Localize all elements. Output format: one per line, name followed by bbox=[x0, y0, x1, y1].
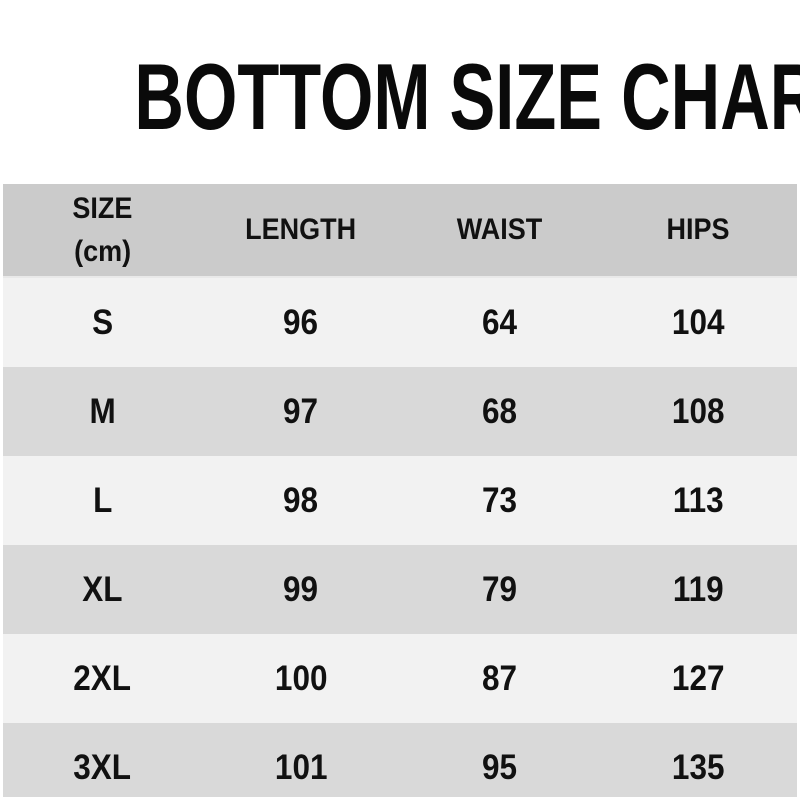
table-header-row: SIZE (cm) LENGTH WAIST HIPS bbox=[3, 184, 797, 278]
size-value: M bbox=[89, 391, 116, 431]
waist-value: 79 bbox=[481, 569, 517, 609]
size-cell: L bbox=[3, 456, 202, 545]
table-row: L 98 73 113 bbox=[3, 456, 797, 545]
waist-cell: 64 bbox=[400, 278, 599, 367]
hips-cell: 135 bbox=[599, 723, 798, 797]
size-value: L bbox=[92, 480, 112, 520]
column-header-size-label: SIZE bbox=[72, 192, 133, 225]
page-title-text: BOTTOM SIZE CHART bbox=[134, 44, 800, 149]
waist-cell: 95 bbox=[400, 723, 599, 797]
waist-value: 73 bbox=[481, 480, 517, 520]
hips-value: 127 bbox=[671, 658, 725, 698]
page-title: BOTTOM SIZE CHART bbox=[0, 44, 800, 149]
size-cell: 3XL bbox=[3, 723, 202, 797]
table-row: S 96 64 104 bbox=[3, 278, 797, 367]
size-value: 3XL bbox=[73, 747, 132, 787]
hips-cell: 127 bbox=[599, 634, 798, 723]
hips-value: 119 bbox=[672, 569, 724, 609]
waist-cell: 87 bbox=[400, 634, 599, 723]
table-row: 2XL 100 87 127 bbox=[3, 634, 797, 723]
column-header-length: LENGTH bbox=[202, 184, 401, 276]
length-value: 100 bbox=[274, 658, 328, 698]
size-value: 2XL bbox=[73, 658, 132, 698]
size-cell: S bbox=[3, 278, 202, 367]
waist-cell: 68 bbox=[400, 367, 599, 456]
table-row: XL 99 79 119 bbox=[3, 545, 797, 634]
length-cell: 99 bbox=[202, 545, 401, 634]
waist-cell: 73 bbox=[400, 456, 599, 545]
length-cell: 97 bbox=[202, 367, 401, 456]
length-cell: 98 bbox=[202, 456, 401, 545]
hips-cell: 119 bbox=[599, 545, 798, 634]
size-cell: XL bbox=[3, 545, 202, 634]
length-value: 97 bbox=[283, 391, 319, 431]
length-cell: 96 bbox=[202, 278, 401, 367]
column-header-hips-label: HIPS bbox=[666, 213, 730, 246]
column-header-size: SIZE (cm) bbox=[3, 184, 202, 276]
hips-cell: 113 bbox=[599, 456, 798, 545]
column-header-length-label: LENGTH bbox=[245, 213, 357, 246]
size-chart-table: SIZE (cm) LENGTH WAIST HIPS S 96 64 104 … bbox=[3, 184, 797, 797]
waist-cell: 79 bbox=[400, 545, 599, 634]
size-cell: M bbox=[3, 367, 202, 456]
length-value: 96 bbox=[283, 302, 319, 342]
length-value: 101 bbox=[274, 747, 328, 787]
column-header-size-unit: (cm) bbox=[73, 235, 131, 268]
table-row: M 97 68 108 bbox=[3, 367, 797, 456]
waist-value: 68 bbox=[481, 391, 517, 431]
hips-value: 135 bbox=[671, 747, 725, 787]
waist-value: 64 bbox=[481, 302, 517, 342]
column-header-waist: WAIST bbox=[400, 184, 599, 276]
hips-cell: 104 bbox=[599, 278, 798, 367]
column-header-waist-label: WAIST bbox=[456, 213, 543, 246]
hips-value: 113 bbox=[672, 480, 724, 520]
hips-value: 104 bbox=[671, 302, 725, 342]
hips-cell: 108 bbox=[599, 367, 798, 456]
length-value: 99 bbox=[283, 569, 319, 609]
length-cell: 101 bbox=[202, 723, 401, 797]
size-cell: 2XL bbox=[3, 634, 202, 723]
table-row: 3XL 101 95 135 bbox=[3, 723, 797, 797]
column-header-hips: HIPS bbox=[599, 184, 798, 276]
length-value: 98 bbox=[283, 480, 319, 520]
hips-value: 108 bbox=[671, 391, 725, 431]
size-value: XL bbox=[82, 569, 123, 609]
waist-value: 95 bbox=[481, 747, 517, 787]
waist-value: 87 bbox=[481, 658, 517, 698]
size-value: S bbox=[91, 302, 113, 342]
length-cell: 100 bbox=[202, 634, 401, 723]
